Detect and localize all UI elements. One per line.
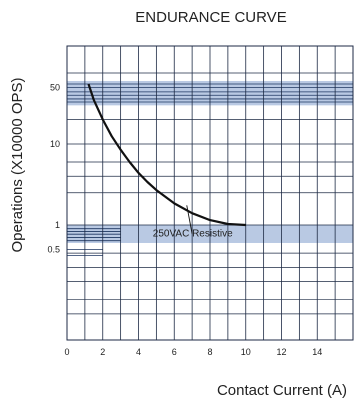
y-axis-label: Operations (X10000 OPS): [9, 77, 26, 252]
annotation-leader: [186, 205, 193, 234]
y-tick-label: 1: [55, 220, 60, 230]
y-tick-label: 10: [50, 139, 60, 149]
plot-frame: [66, 45, 354, 341]
y-tick-label: 50: [50, 82, 60, 92]
x-tick-label: 2: [100, 347, 105, 357]
plot-area: 250VAC Resistive 0 2 4 6 8 10 12 14 0.5 1 10 50: [47, 45, 354, 357]
annotation-label: 250VAC Resistive: [153, 229, 233, 240]
x-tick-label: 0: [64, 347, 69, 357]
x-tick-label: 10: [241, 347, 251, 357]
y-tick-label: 0.5: [47, 244, 60, 254]
x-tick-label: 4: [136, 347, 141, 357]
x-tick-label: 6: [172, 347, 177, 357]
chart-title: ENDURANCE CURVE: [135, 9, 286, 26]
endurance-curve: [87, 83, 246, 227]
x-tick-label: 8: [207, 347, 212, 357]
x-axis-label: Contact Current (A): [217, 382, 347, 399]
x-tick-label: 12: [276, 347, 286, 357]
x-tick-label: 14: [312, 347, 322, 357]
